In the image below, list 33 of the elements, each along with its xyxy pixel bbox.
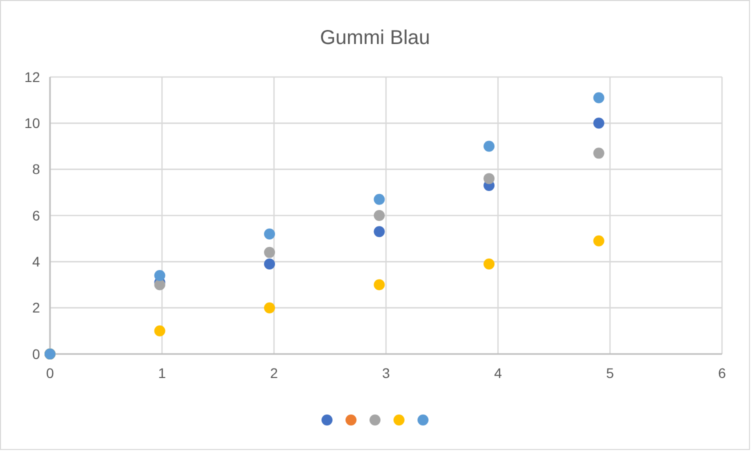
point xyxy=(484,140,495,152)
point xyxy=(264,258,276,270)
point xyxy=(264,302,276,314)
x-tick-label: 6 xyxy=(718,365,726,381)
point xyxy=(264,246,276,258)
point xyxy=(264,228,276,240)
point xyxy=(154,325,166,336)
point xyxy=(484,258,495,270)
x-tick-label: 0 xyxy=(46,365,54,381)
point xyxy=(593,235,604,246)
x-tick-label: 5 xyxy=(606,365,614,381)
point xyxy=(154,279,166,290)
point xyxy=(484,173,495,184)
y-tick-label: 4 xyxy=(32,254,40,270)
point xyxy=(374,194,385,205)
point xyxy=(593,92,604,104)
point xyxy=(154,270,166,282)
x-tick-label: 4 xyxy=(494,365,502,381)
chart-title: Gummi Blau xyxy=(320,27,430,49)
point xyxy=(593,118,604,129)
y-tick-label: 0 xyxy=(32,346,40,362)
x-tick-label: 1 xyxy=(158,365,166,381)
y-tick-label: 12 xyxy=(24,68,40,85)
x-tick-label: 3 xyxy=(382,365,390,381)
point xyxy=(593,148,604,159)
x-tick-label: 2 xyxy=(270,365,278,381)
y-tick-label: 2 xyxy=(32,300,40,316)
y-tick-label: 10 xyxy=(24,115,40,132)
point xyxy=(374,210,385,221)
point xyxy=(374,226,385,238)
y-tick-label: 8 xyxy=(32,161,40,178)
y-tick-label: 6 xyxy=(32,207,40,224)
point xyxy=(374,279,385,290)
